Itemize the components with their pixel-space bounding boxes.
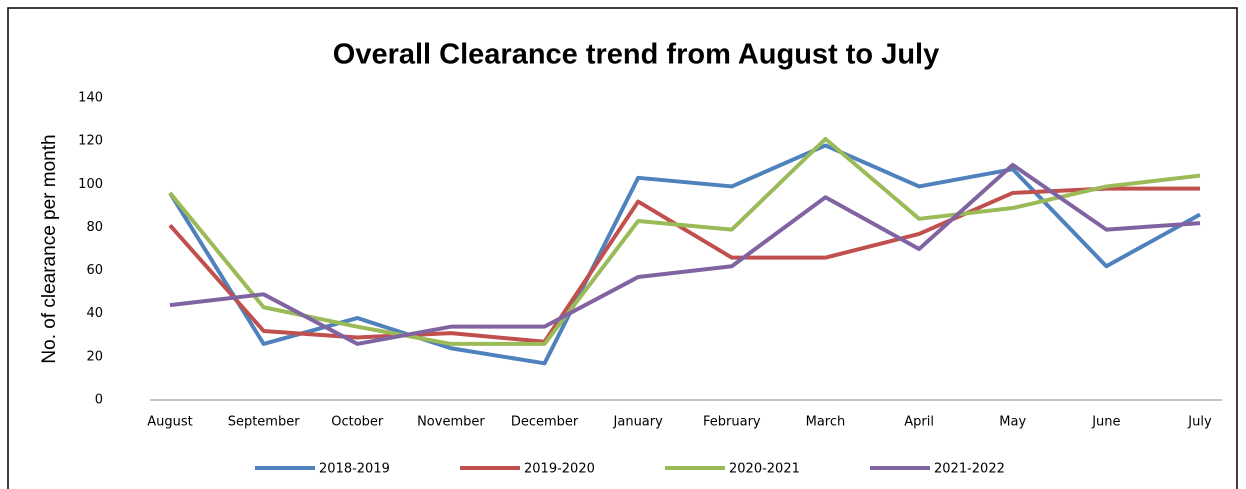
legend-label: 2021-2022 (934, 462, 1005, 477)
x-tick-label: February (703, 415, 761, 430)
series-line (169, 162, 1201, 346)
x-tick-label: November (417, 415, 485, 430)
x-tick-label: December (511, 415, 579, 430)
y-tick-label: 80 (86, 220, 103, 235)
y-tick-label: 0 (95, 393, 103, 408)
legend-label: 2019-2020 (524, 462, 595, 477)
y-tick-label: 120 (78, 134, 103, 149)
x-tick-label: May (999, 415, 1026, 430)
series-line (168, 136, 1201, 346)
x-tick-label: June (1091, 415, 1120, 430)
chart-title: Overall Clearance trend from August to J… (333, 39, 939, 71)
y-axis-label: No. of clearance per month (39, 134, 60, 363)
y-tick-label: 40 (86, 306, 103, 321)
y-tick-label: 60 (86, 263, 103, 278)
y-tick-label: 20 (86, 349, 103, 364)
chart-frame (7, 7, 1238, 489)
x-tick-label: August (147, 415, 193, 430)
x-tick-label: July (1187, 415, 1212, 430)
x-tick-label: March (806, 415, 846, 430)
y-tick-label: 100 (78, 177, 103, 192)
x-tick-label: October (331, 415, 384, 430)
legend-label: 2020-2021 (729, 462, 800, 477)
x-tick-label: September (228, 415, 301, 430)
x-tick-label: April (904, 415, 934, 430)
legend-label: 2018-2019 (319, 462, 390, 477)
y-tick-label: 140 (78, 91, 103, 106)
x-tick-label: January (613, 415, 664, 430)
